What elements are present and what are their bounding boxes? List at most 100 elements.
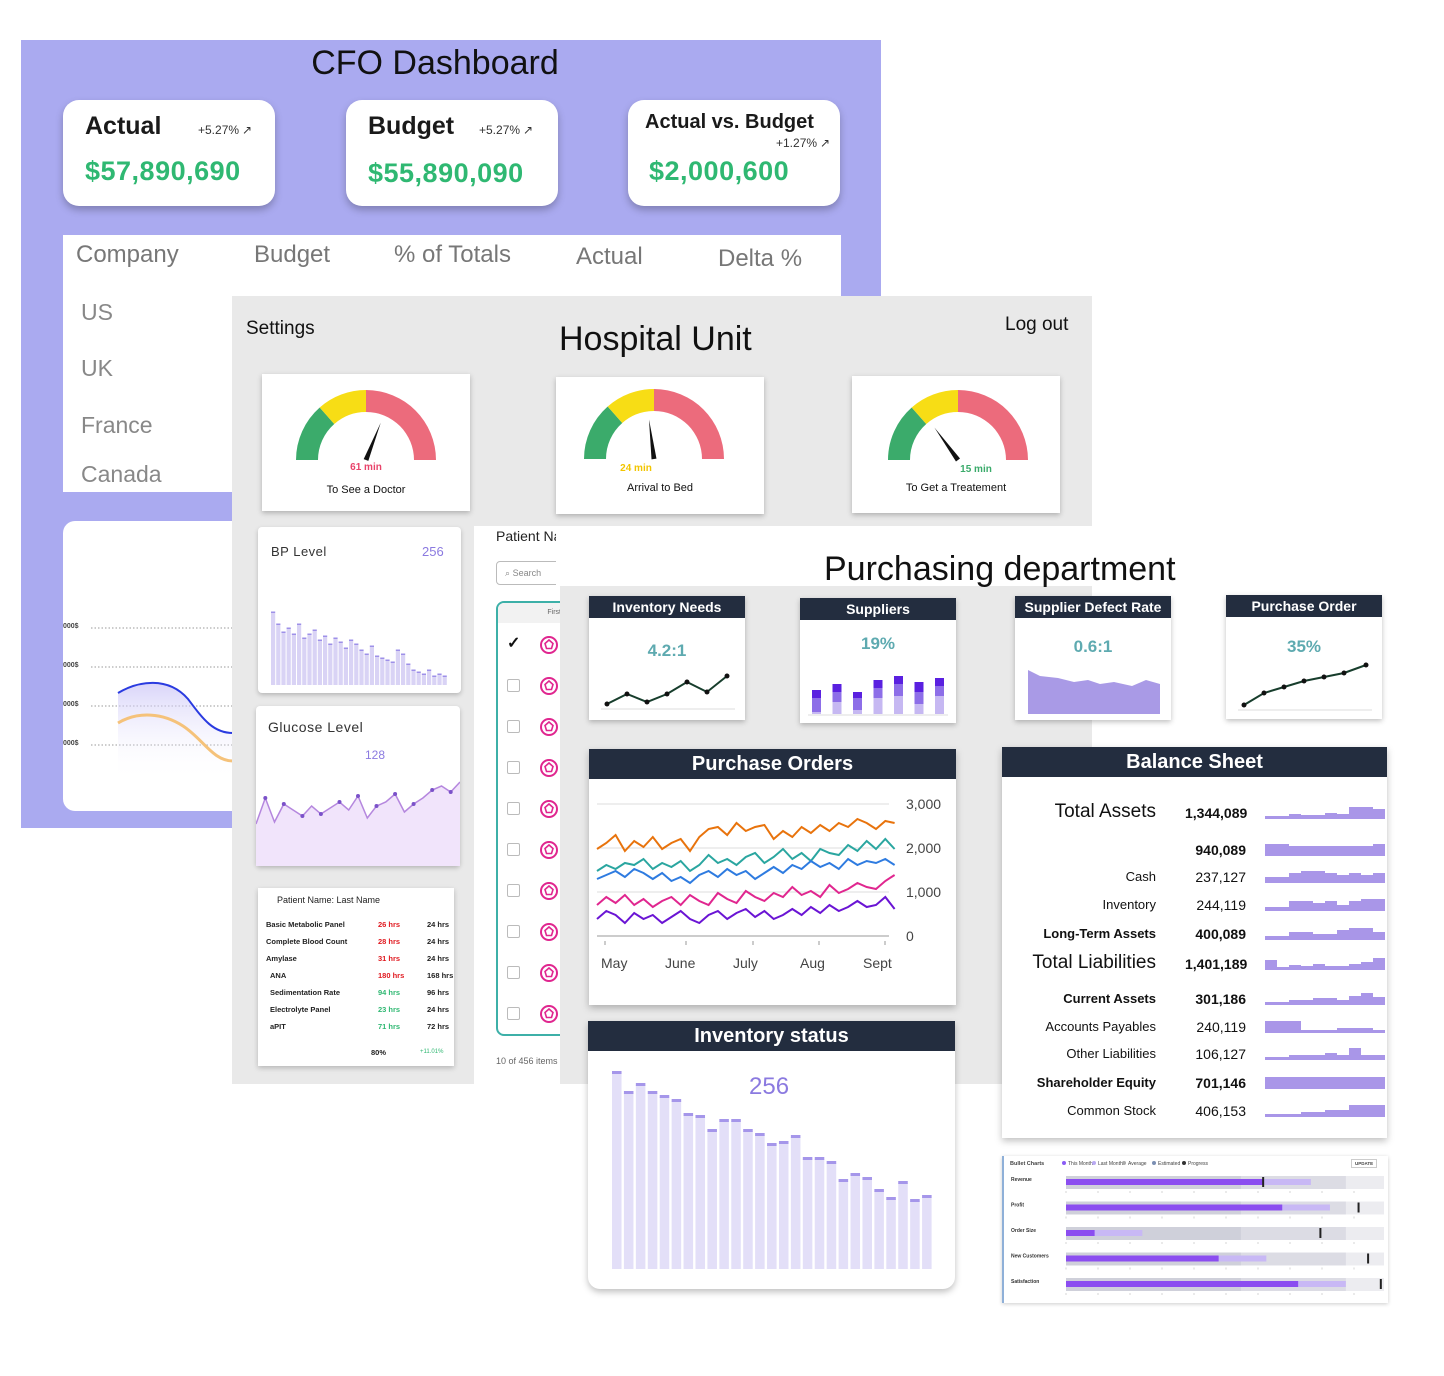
balance-row[interactable]: Cash 237,127 [1002,867,1388,891]
kpi-budget[interactable]: Budget +5.27% ↗ $55,890,090 [346,100,558,206]
supplier-bar-segment [914,692,924,704]
gauge-red-zone [654,389,724,459]
balance-row[interactable]: Other Liabilities 106,127 [1002,1044,1388,1068]
column-header[interactable]: First N [498,603,560,623]
row-checkbox[interactable] [507,1007,520,1020]
y-tick-label: 3,000 [906,796,942,812]
kpi-change: +1.27% ↗ [776,136,831,150]
glucose-level-card[interactable]: Glucose Level 128 [256,706,460,866]
legend-item[interactable]: This Month [1062,1161,1093,1167]
inventory-bar-cap [719,1119,729,1122]
column-header[interactable]: Actual [576,243,643,270]
inventory-bar-cap [707,1129,717,1132]
supplier-bar-segment [853,692,862,698]
purchase-orders-card[interactable]: Purchase Orders 3,000 2,000 1,000 0 May … [589,749,956,1005]
kpi-actual-vs-budget[interactable]: Actual vs. Budget +1.27% ↗ $2,000,600 [628,100,840,206]
patient-search-input[interactable]: ⌕ Search [496,561,560,585]
balance-spark-bar [1337,846,1349,856]
legend-item[interactable]: Average [1122,1161,1147,1167]
balance-row[interactable]: Long-Term Assets 400,089 [1002,924,1388,948]
bp-level-card[interactable]: BP Level 256 [258,527,461,693]
gauge-value: 61 min [350,462,382,473]
kpi-actual[interactable]: Actual +5.27% ↗ $57,890,690 [63,100,275,206]
inventory-status-card[interactable]: Inventory status 256 [588,1021,955,1289]
lab-result: 28 hrs [378,937,401,946]
cfo-chart-lines [91,627,253,781]
balance-row[interactable]: Total Liabilities 1,401,189 [1002,952,1388,978]
table-row[interactable]: France [81,412,153,438]
glucose-point [263,796,268,800]
bp-bar [276,625,281,685]
balance-spark-bar [1301,815,1313,819]
bullet-charts-card[interactable]: Bullet Charts This Month Last Month Averag… [1002,1156,1388,1303]
balance-row[interactable]: Accounts Payables 240,119 [1002,1017,1388,1041]
kpi-suppliers[interactable]: Suppliers 19% [800,598,956,723]
column-header[interactable]: Company [76,241,179,268]
column-header[interactable]: Budget [254,241,331,268]
table-row[interactable] [498,830,560,871]
kpi-title: Supplier Defect Rate [1015,596,1171,618]
bp-bar [364,655,369,685]
table-row[interactable] [498,994,560,1035]
gauge-card-bed[interactable]: 24 min Arrival to Bed [556,377,764,514]
table-row[interactable] [498,707,560,748]
column-header[interactable]: Delta % [718,245,803,272]
kpi-value: $57,890,690 [85,156,241,186]
table-row[interactable]: UK [81,355,113,381]
row-checkbox[interactable]: ✓ [507,635,521,652]
table-row[interactable] [498,953,560,994]
data-point [724,673,730,679]
balance-row[interactable]: Common Stock 406,153 [1002,1101,1388,1125]
gauge-label: To See a Doctor [326,484,406,496]
table-row[interactable]: ✓ [498,625,560,666]
balance-sheet-card[interactable]: Balance Sheet Total Assets 1,344,089 940… [1002,747,1387,1138]
balance-spark-bar [1361,962,1373,970]
balance-row[interactable]: Current Assets 301,186 [1002,989,1388,1013]
legend-item[interactable]: Estimated [1152,1161,1180,1167]
row-checkbox[interactable] [507,884,520,897]
row-checkbox[interactable] [507,843,520,856]
bp-bar [437,675,442,685]
table-row[interactable] [498,871,560,912]
kpi-purchase-order[interactable]: Purchase Order 35% [1226,595,1382,719]
balance-row[interactable]: Inventory 244,119 [1002,895,1388,919]
balance-row[interactable]: 940,089 [1002,840,1388,864]
column-header[interactable]: % of Totals [394,241,511,268]
kpi-inventory-needs[interactable]: Inventory Needs 4.2:1 [589,596,745,720]
gauge-card-treatment[interactable]: 15 min To Get a Treatement [852,376,1060,513]
kpi-supplier-defect-rate[interactable]: Supplier Defect Rate 0.6:1 [1015,596,1171,720]
balance-spark-bar [1277,967,1289,970]
gauge-card-doctor[interactable]: 61 min To See a Doctor [262,374,470,511]
balance-spark-bar [1277,1057,1289,1060]
table-row[interactable]: US [81,299,113,325]
row-checkbox[interactable] [507,966,520,979]
row-checkbox[interactable] [507,802,520,815]
balance-row[interactable]: Shareholder Equity 701,146 [1002,1073,1388,1097]
table-row[interactable] [498,789,560,830]
glucose-point [281,802,286,806]
bp-bar [401,655,406,685]
row-checkbox[interactable] [507,679,520,692]
table-row[interactable]: Canada [81,461,162,487]
supplier-bar-segment [935,678,944,686]
logout-link[interactable]: Log out [1005,314,1069,335]
balance-row[interactable]: Total Assets 1,344,089 [1002,801,1388,827]
balance-spark-bar [1373,809,1385,819]
legend-item[interactable]: Last Month [1092,1161,1123,1167]
row-checkbox[interactable] [507,761,520,774]
legend-item[interactable]: Progress [1182,1161,1208,1167]
balance-spark-bar [1313,1030,1325,1033]
inventory-bar-cap [910,1199,920,1202]
table-row[interactable] [498,748,560,789]
inventory-bar-cap [898,1181,908,1184]
table-row[interactable] [498,912,560,953]
update-button[interactable]: UPDATE [1351,1159,1378,1168]
table-row[interactable] [498,666,560,707]
settings-link[interactable]: Settings [246,318,315,339]
balance-spark-bar [1277,816,1289,819]
balance-spark-bar [1265,960,1277,970]
lab-target: 24 hrs [427,937,450,946]
row-checkbox[interactable] [507,925,520,938]
row-checkbox[interactable] [507,720,520,733]
suppliers-bar-chart [808,676,948,716]
